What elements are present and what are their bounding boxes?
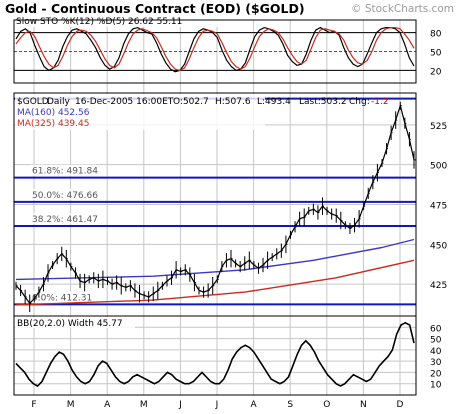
x-tick-label: J xyxy=(178,400,182,410)
price-legend-chg-value: -1.2 xyxy=(371,97,389,107)
sto-panel-frame xyxy=(13,19,417,84)
bbw-y-tick: 10 xyxy=(430,381,442,391)
x-tick-label: D xyxy=(397,400,404,410)
x-tick-label: N xyxy=(360,400,367,410)
bbw-y-tick: 40 xyxy=(430,347,442,357)
price-legend-open: O:502.7 xyxy=(173,97,209,107)
sto-y-tick: 80 xyxy=(430,30,442,40)
x-tick-label: A xyxy=(251,400,258,410)
x-tick-label: M xyxy=(140,400,148,410)
bbw-legend-bg xyxy=(15,317,135,328)
fib-label-bg xyxy=(30,164,96,176)
bbw-y-tick: 50 xyxy=(430,336,442,346)
x-tick-label: F xyxy=(31,400,36,410)
ma-slow-line xyxy=(15,259,415,306)
sto-legend-bg xyxy=(0,15,240,27)
x-tick-label: M xyxy=(67,400,75,410)
price-legend-last: Last:503.2 xyxy=(299,97,347,107)
bbw-y-tick: 60 xyxy=(430,324,442,334)
price-y-tick: 500 xyxy=(430,162,447,172)
sto-y-tick: 50 xyxy=(430,49,442,59)
bbw-legend: BB(20,2.0) Width 45.77 xyxy=(17,319,123,329)
sto-legend: Slow STO %K(12) %D(5) 26.62 55.11 xyxy=(16,17,182,27)
fib-label-bg xyxy=(30,213,96,225)
x-tick-label: O xyxy=(323,400,330,410)
fib-label-bg xyxy=(30,291,96,303)
sto-y-tick: 20 xyxy=(430,67,442,77)
price-legend-chg_label: Chg: xyxy=(349,97,370,107)
x-tick-label: S xyxy=(287,400,293,410)
sto-k-line xyxy=(15,26,415,73)
fib-label-bg xyxy=(30,188,96,200)
price-close-line xyxy=(15,103,415,305)
ma-slow-legend: MA(325) 439.45 xyxy=(17,119,89,129)
chart-title: Gold - Continuous Contract (EOD) ($GOLD) xyxy=(5,1,305,16)
price-legend-date: 16-Dec-2005 16:00ET xyxy=(75,97,174,107)
fib-label: 0.0%: 412.31 xyxy=(32,293,92,303)
price-legend-low: L:493.4 xyxy=(257,97,291,107)
ma-fast-legend: MA(160) 452.56 xyxy=(17,108,90,118)
credit-text: © StockCharts.com xyxy=(351,3,454,15)
bbw-line xyxy=(15,321,415,387)
price-legend-high: H:507.6 xyxy=(215,97,251,107)
x-tick-label: J xyxy=(215,400,219,410)
price-y-tick: 525 xyxy=(430,122,447,132)
fib-label: 61.8%: 491.84 xyxy=(32,167,98,177)
x-tick-label: A xyxy=(104,400,111,410)
bbw-y-tick: 20 xyxy=(430,369,442,379)
price-y-tick: 450 xyxy=(430,241,447,251)
price-legend-bg xyxy=(15,94,265,130)
price-legend-period: Daily xyxy=(47,97,70,107)
ma-fast-line xyxy=(15,238,415,281)
fib-label: 38.2%: 461.47 xyxy=(32,215,98,225)
sto-d-line xyxy=(15,27,415,72)
bbw-panel-frame xyxy=(13,315,417,396)
price-y-tick: 475 xyxy=(430,202,447,212)
bbw-y-tick: 30 xyxy=(430,358,442,368)
price-y-tick: 425 xyxy=(430,281,447,291)
price-legend-symbol: $GOLD xyxy=(17,97,49,107)
fib-label: 50.0%: 476.66 xyxy=(32,191,98,201)
